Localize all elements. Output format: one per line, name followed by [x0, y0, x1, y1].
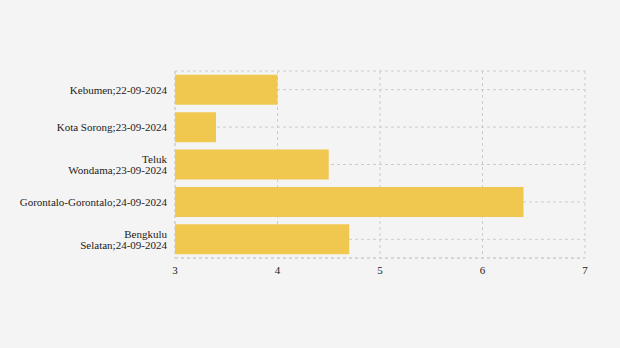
svg-text:5: 5	[377, 264, 383, 276]
svg-text:Gorontalo-Gorontalo;24-09-2024: Gorontalo-Gorontalo;24-09-2024	[20, 196, 168, 208]
svg-text:6: 6	[480, 264, 486, 276]
svg-text:4: 4	[275, 264, 281, 276]
svg-text:TelukWondama;23-09-2024: TelukWondama;23-09-2024	[68, 153, 167, 176]
svg-text:7: 7	[582, 264, 588, 276]
svg-text:Kota Sorong;23-09-2024: Kota Sorong;23-09-2024	[57, 121, 168, 133]
svg-text:BengkuluSelatan;24-09-2024: BengkuluSelatan;24-09-2024	[80, 228, 167, 251]
svg-text:3: 3	[172, 264, 178, 276]
svg-text:Kebumen;22-09-2024: Kebumen;22-09-2024	[70, 84, 168, 96]
